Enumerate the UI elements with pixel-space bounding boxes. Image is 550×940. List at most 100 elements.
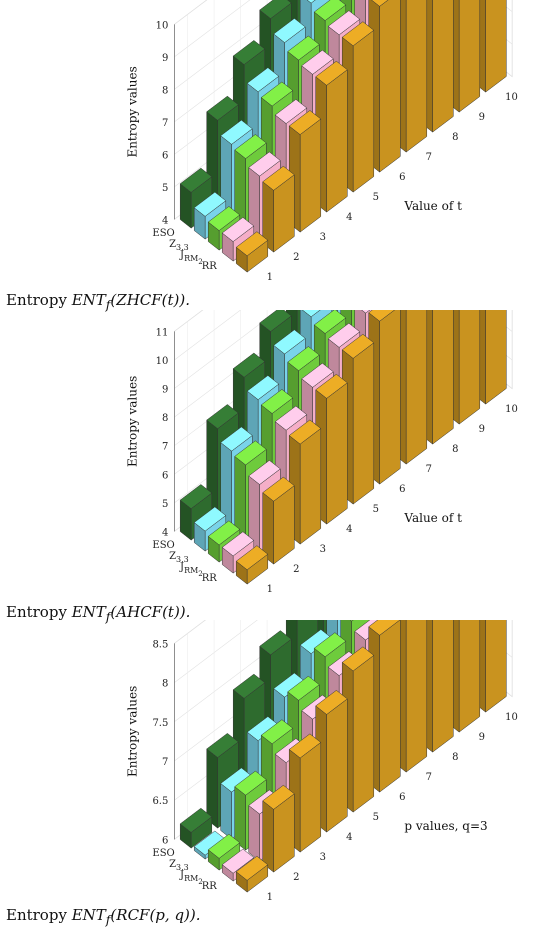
bar-top-face [193,191,227,217]
bar-top-face [368,620,401,636]
z-tick-label: 4 [162,215,168,226]
bar-top-face [313,632,347,658]
bar-top-face [327,10,361,36]
z-tick-label: 6.5 [152,796,168,807]
bar-front-face [432,310,454,445]
x-axis-label: p values, q=3 [404,819,487,833]
row-label-sub: 3,3 [176,863,189,872]
caption-sub: f [105,297,111,312]
z-tick-label: 8 [162,85,168,96]
caption-math: ENT [71,906,106,924]
row-label-sub: 3,3 [176,243,189,252]
bar-top-face [193,506,227,532]
chart-panel-ahcf: 4 5 6 7 8 9 10 11 Entropy values 1 2 3 4 5 6 7 8 9 10 Value… [0,310,550,630]
bar-top-face [315,60,348,86]
caption-math: ENT [71,291,106,309]
bar-main-2 [262,784,295,873]
row-label: Z3,3 [169,551,189,564]
row-label-text: ESO [152,228,174,239]
z-tick-label: 7 [162,118,168,129]
caption-math: ENT [71,603,106,621]
t-tick-label: 9 [479,424,485,435]
bar-front-face [299,118,322,233]
t-tick-label: 1 [267,272,273,283]
z-tick-label: 7.5 [152,718,168,729]
row-label-subsub: 2 [198,570,202,578]
bar-front-face [352,29,375,193]
bar-front-face [326,69,348,213]
t-tick-label: 4 [346,832,352,843]
row-label-subsub: 2 [198,878,202,886]
bar-top-face [207,206,241,231]
z-tick-label: 10 [156,20,169,31]
chart-panel-rcf: 6 6.5 7 7.5 8 8.5 Entropy values 1 2 3 4 5 6 7 8 9 10 p v… [0,620,550,940]
bar-top-face [302,310,321,318]
t-tick-label: 8 [452,752,458,763]
bar-front-face [485,620,507,713]
bar-top-face [220,426,253,452]
bar-top-face [234,770,267,796]
t-tick-label: 2 [293,564,299,575]
y-axis-label: Entropy values [125,376,139,467]
bar-main-4 [315,689,348,833]
bar-front-face [379,620,401,793]
z-tick-label: 9 [162,53,168,64]
bar-top-face [246,67,280,93]
bar-top-face [287,35,320,61]
bar-front-face [326,698,348,833]
caption-prefix: Entropy [6,291,72,309]
row-label: JRM2 [179,870,203,886]
row-label-sub: RM [184,254,198,263]
caption-sub: f [105,912,111,927]
row-label-sub: RM [184,566,198,575]
bar-top-face [273,329,306,355]
t-tick-label: 9 [479,732,485,743]
bar-side-face [248,804,260,862]
bar-top-face [368,310,395,322]
bar-front-face [432,0,454,133]
bar-front-face [485,0,507,93]
z-tick-label: 4 [162,527,168,538]
bar-top-face [327,322,361,348]
bar-top-face [221,848,255,874]
bar-top-face [341,333,375,359]
bar-front-face [352,654,375,813]
z-tick-label: 10 [156,356,169,367]
bar-top-face [315,373,348,399]
y-axis-label: Entropy values [125,686,139,777]
t-tick-label: 4 [346,524,352,535]
bar3d-chart: 4 5 6 7 8 9 10 11 Entropy values 1 2 3 4 5 6 7 8 9 10 Value… [125,310,518,595]
figure-caption: Entropy ENTf(ZHCF(t)). [6,291,190,312]
bar-main-1 [235,231,269,273]
bar-top-face [313,0,347,21]
z-tick-label: 7 [162,442,168,453]
t-tick-label: 10 [505,712,518,723]
row-label: ESO [152,848,174,859]
bar-top-face [287,675,320,701]
z-tick-label: 8 [162,413,168,424]
bar-top-face [349,620,354,622]
bar-top-face [234,134,267,159]
bar3d-chart: 6 6.5 7 7.5 8 8.5 Entropy values 1 2 3 4 5 6 7 8 9 10 p v… [125,620,518,903]
bar-top-face [259,310,292,332]
bar-top-face [179,807,213,833]
z-tick-label: 9 [162,385,168,396]
caption-arg: (AHCF(t)). [110,603,191,621]
row-label: RR [202,881,218,892]
bar-top-face [206,733,239,758]
row-label-text: RR [202,261,218,272]
z-tick-label: 7 [162,757,168,768]
z-tick-label: 5 [162,499,168,510]
bar-top-face [232,673,266,699]
bar-front-face [458,0,481,113]
bar-main-1 [235,855,269,893]
bar-main-2 [262,476,295,565]
z-tick-label: 11 [156,327,169,338]
row-label-text: Z [169,859,176,870]
z-tick-label: 6 [162,150,168,161]
row-label-text: Z [169,551,176,562]
bar-top-face [262,165,295,191]
bar-eso-1 [179,807,213,849]
x-axis-label: Value of t [403,511,462,525]
bar-top-face [274,99,308,124]
